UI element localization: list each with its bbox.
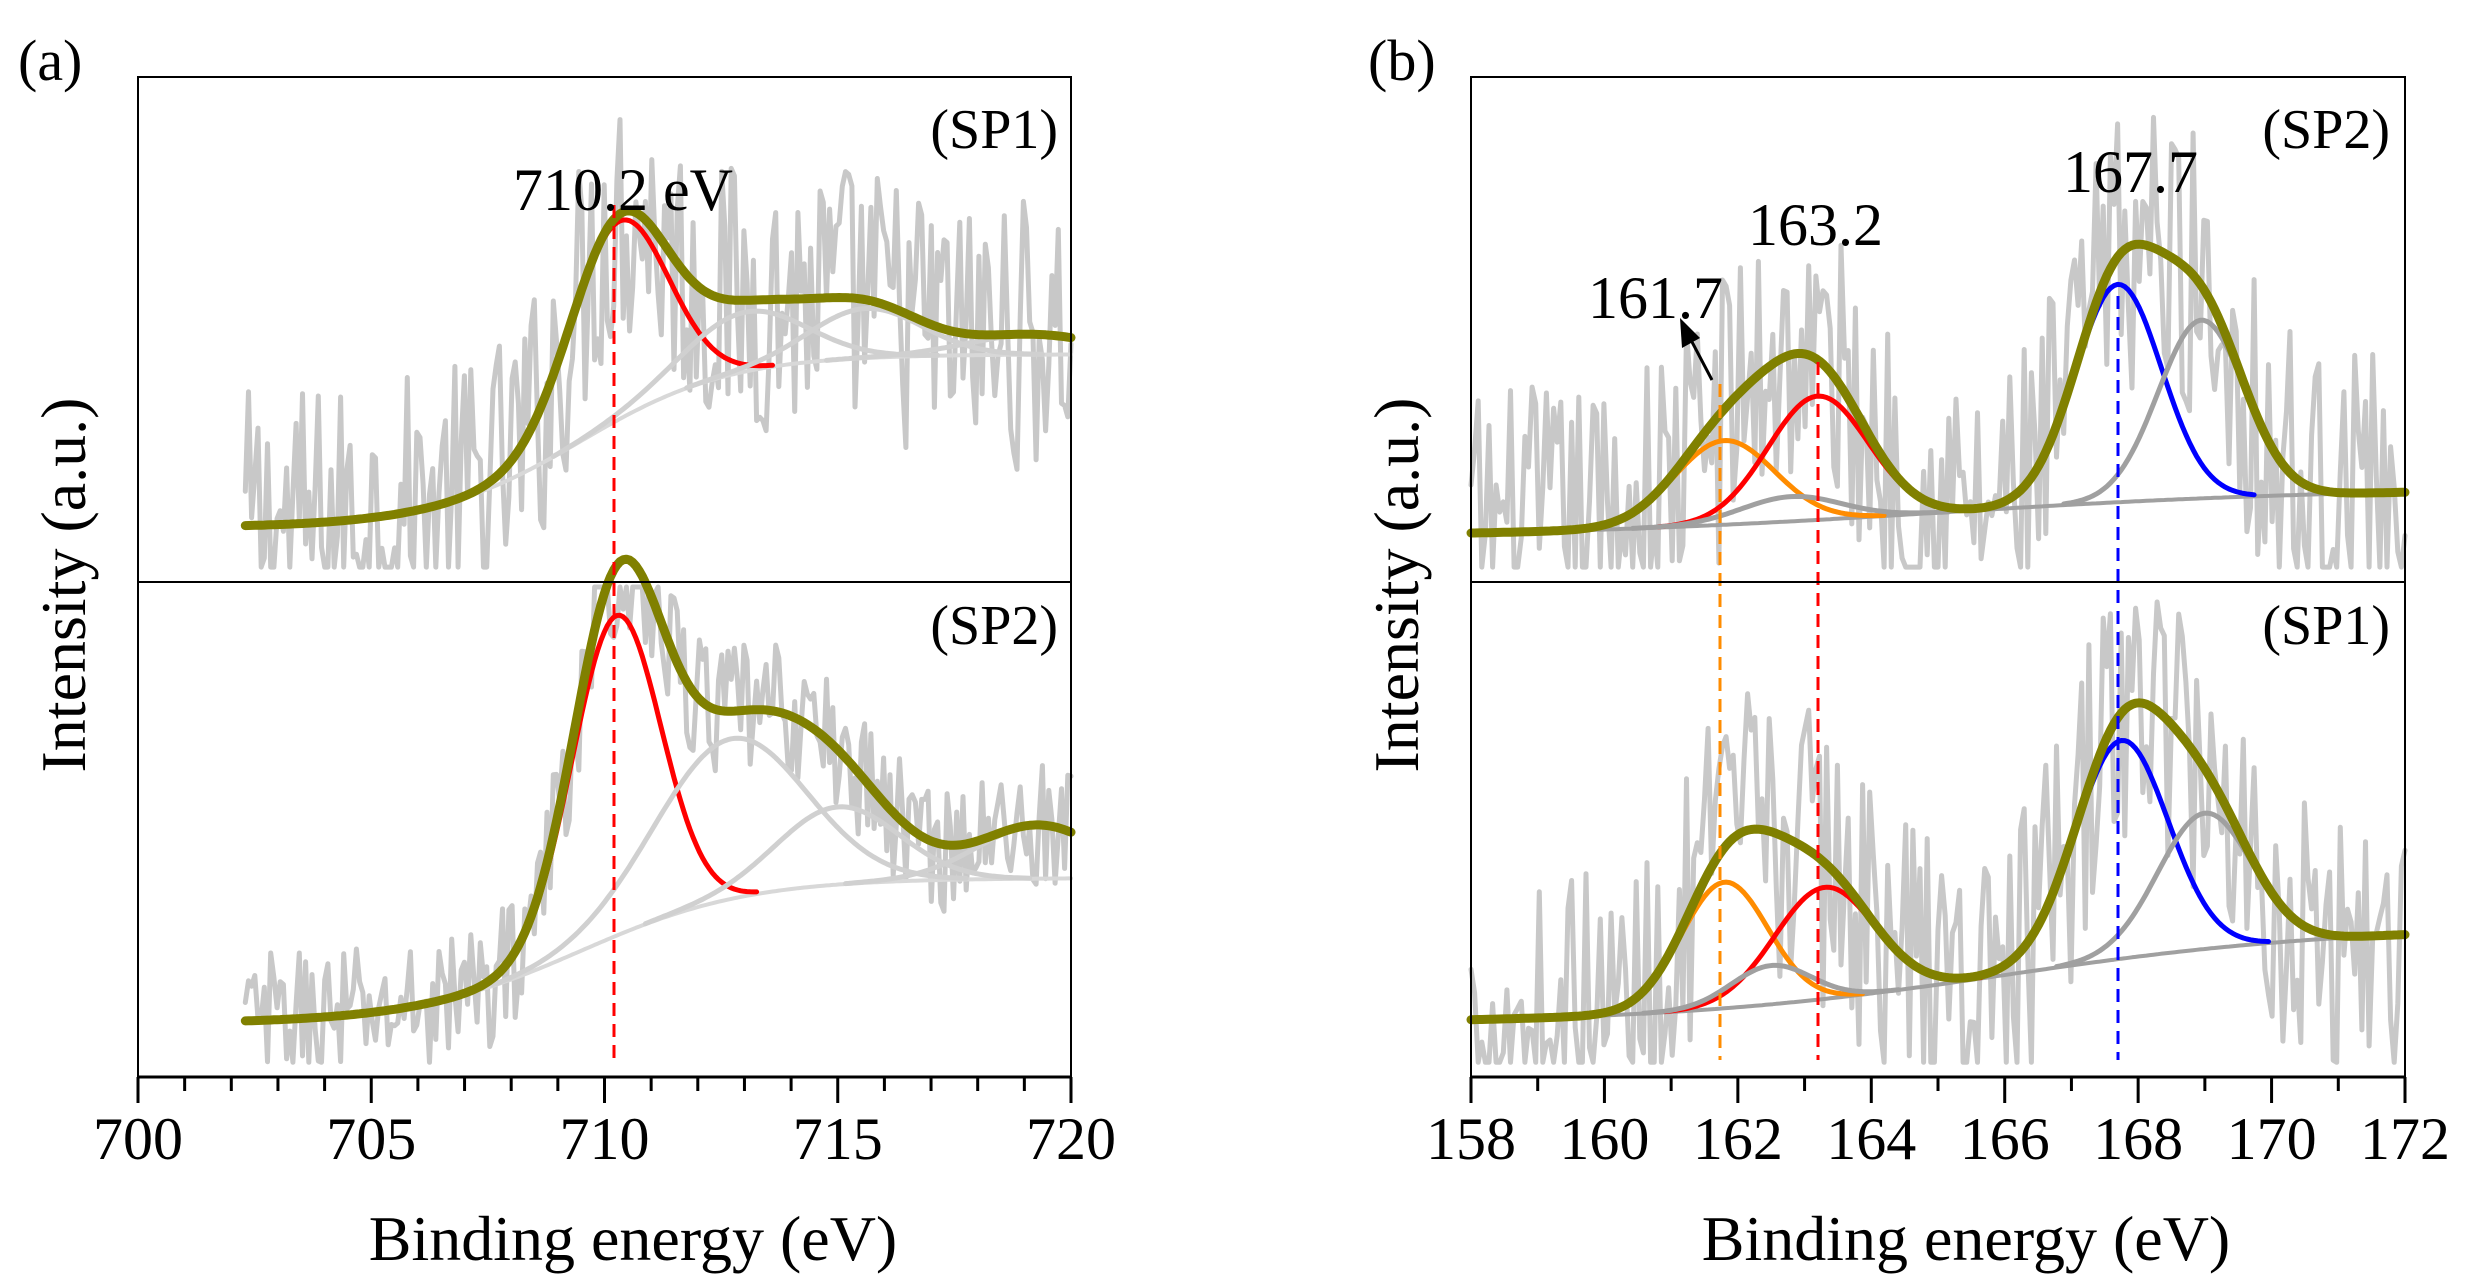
panel-b-annotation-167-7: 167.7 bbox=[2063, 139, 2198, 205]
panel-b-bottom-raw-spectrum bbox=[1468, 599, 2408, 1065]
panel-b-tick-label-170: 170 bbox=[2227, 1106, 2317, 1172]
panel-b-top-raw-spectrum bbox=[1468, 114, 2408, 570]
panel-a-bottom-curves bbox=[240, 554, 1076, 1065]
panel-a-top: (SP1) bbox=[240, 99, 1076, 570]
panel-a-bottom-component-0 bbox=[474, 612, 760, 991]
panel-b: (b) Intensity (a.u.) Binding energy (eV)… bbox=[1361, 28, 2450, 1274]
panel-a-ylabel: Intensity (a.u.) bbox=[28, 398, 99, 773]
panel-b-top-sample-label: (SP2) bbox=[2262, 99, 2390, 161]
panel-a-top-envelope bbox=[240, 206, 1076, 531]
panel-a: (a) Intensity (a.u.) Binding energy (eV)… bbox=[18, 28, 1116, 1274]
panel-b-ylabel: Intensity (a.u.) bbox=[1361, 398, 1432, 773]
panel-b-bottom-component-2 bbox=[1640, 962, 1901, 1016]
panel-b-annotation-161-7: 161.7 bbox=[1588, 265, 1723, 331]
panel-a-bottom: (SP2) bbox=[240, 554, 1076, 1065]
panel-b-tick-label-166: 166 bbox=[1960, 1106, 2050, 1172]
panel-b-annotation-163-2: 163.2 bbox=[1748, 192, 1883, 258]
panel-b-bottom-background-line bbox=[1469, 932, 2407, 1022]
panel-a-top-component-2 bbox=[684, 305, 1045, 391]
panel-a-tick-label-715: 715 bbox=[793, 1106, 883, 1172]
panel-a-top-curves bbox=[240, 117, 1076, 570]
panel-b-top-component-2 bbox=[1630, 493, 1952, 531]
panel-b-tick-label-160: 160 bbox=[1559, 1106, 1649, 1172]
panel-b-tick-label-168: 168 bbox=[2093, 1106, 2183, 1172]
panel-b-label: (b) bbox=[1368, 28, 1436, 93]
panel-a-tick-label-720: 720 bbox=[1026, 1106, 1116, 1172]
panel-b-bottom-curves bbox=[1466, 599, 2410, 1065]
panel-b-top-envelope bbox=[1466, 239, 2410, 538]
panel-b-tick-label-158: 158 bbox=[1426, 1106, 1516, 1172]
panel-b-top-curves bbox=[1466, 114, 2410, 570]
panel-b-bottom-sample-label: (SP1) bbox=[2262, 595, 2390, 657]
panel-a-top-component-1 bbox=[550, 308, 941, 459]
panel-a-bottom-component-1 bbox=[490, 735, 969, 988]
panel-a-peak-annotation: 710.2 eV bbox=[513, 157, 733, 223]
panel-b-arrow bbox=[1680, 318, 1714, 381]
panel-a-bottom-component-2 bbox=[642, 804, 1033, 927]
panel-b-bottom-envelope bbox=[1466, 698, 2410, 1025]
panel-a-top-sample-label: (SP1) bbox=[930, 99, 1058, 161]
panel-a-tick-label-705: 705 bbox=[326, 1106, 416, 1172]
panel-a-top-raw-spectrum bbox=[242, 117, 1074, 570]
panel-a-bottom-raw-spectrum bbox=[242, 584, 1074, 1065]
panel-b-tick-label-172: 172 bbox=[2360, 1106, 2450, 1172]
panel-a-bottom-envelope bbox=[240, 554, 1076, 1026]
panel-b-tick-label-164: 164 bbox=[1826, 1106, 1916, 1172]
panel-b-ticks: 158 160 162 164 166 168 170 172 bbox=[1426, 1077, 2450, 1172]
panel-a-xlabel: Binding energy (eV) bbox=[369, 1203, 897, 1274]
panel-a-label: (a) bbox=[18, 28, 82, 93]
panel-a-tick-label-710: 710 bbox=[560, 1106, 650, 1172]
panel-b-xlabel: Binding energy (eV) bbox=[1702, 1203, 2230, 1274]
panel-a-ticks: 700 705 710 715 720 bbox=[93, 1077, 1116, 1172]
panel-b-top: (SP2) bbox=[1466, 99, 2410, 570]
panel-a-tick-label-700: 700 bbox=[93, 1106, 183, 1172]
panel-b-bottom: (SP1) bbox=[1466, 595, 2410, 1065]
panel-a-bottom-sample-label: (SP2) bbox=[930, 595, 1058, 657]
panel-b-tick-label-162: 162 bbox=[1693, 1106, 1783, 1172]
